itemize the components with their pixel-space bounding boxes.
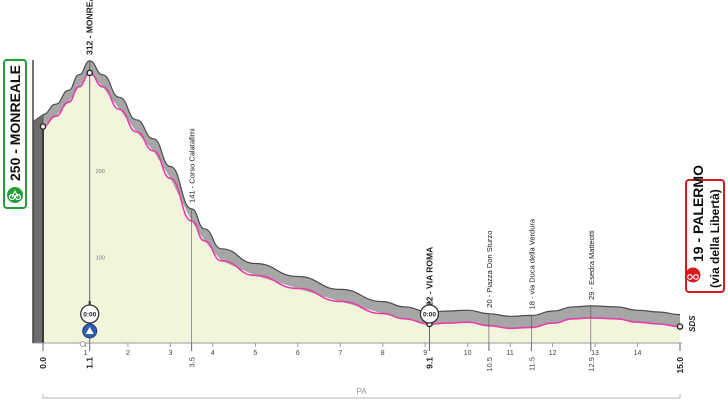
km-tick-label: 1 xyxy=(84,350,88,357)
elevation-profile xyxy=(32,60,681,344)
waypoint-label: 22 - VIA ROMA xyxy=(424,247,434,306)
finish-label-text: 19 - PALERMO xyxy=(690,165,706,262)
stopwatch-icon xyxy=(419,304,440,324)
km-tick-label: 5 xyxy=(253,350,257,357)
km-marker-label: 12.9 xyxy=(587,357,596,372)
start-bike-icon xyxy=(7,187,23,203)
elevation-tick-label: 100 xyxy=(96,255,105,261)
km-tick-label: 12 xyxy=(549,350,557,357)
stopwatch-icon xyxy=(428,301,431,305)
elevation-tick-label: 200 xyxy=(96,169,105,175)
km-marker-label: 10.5 xyxy=(485,357,494,372)
bike-wheel-icon xyxy=(693,274,699,280)
bonus-dot-icon xyxy=(79,341,86,347)
finish-label: 19 - PALERMO (via della Libertà) xyxy=(685,165,725,293)
km-tick-label: 3 xyxy=(168,350,172,357)
waypoint-label: 18 - via Duca della Verdura xyxy=(527,218,536,309)
bike-wheel-icon xyxy=(14,193,22,201)
road-band xyxy=(43,60,680,329)
start-wall xyxy=(32,113,44,344)
km-marker-label: 1.1 xyxy=(85,357,95,369)
km-marker-label: 0.0 xyxy=(38,357,48,369)
brand-logo-text: SDS xyxy=(688,315,697,332)
finish-label-box xyxy=(685,179,725,293)
km-marker-label: 3.5 xyxy=(188,357,197,367)
bike-wheel-icon xyxy=(8,193,16,201)
km-tick-label: 10 xyxy=(464,350,472,357)
finish-bike-icon xyxy=(685,267,701,283)
km-tick-label: 2 xyxy=(126,350,130,357)
intermediate-time-label: 0:00 xyxy=(423,312,436,319)
km-axis: 1 2 3 4 5 6 7 8 9 10 11 12 13 140.0 1.1 3.5 9.1 10.5 11.5 1… xyxy=(32,60,685,374)
bike-frame-icon xyxy=(11,189,19,198)
km-marker-label: 9.1 xyxy=(424,357,434,369)
waypoint-label: 29 - Esedra Matteotti xyxy=(587,230,596,300)
finish-sublabel-text: (via della Libertà) xyxy=(708,189,722,288)
area-label: PA xyxy=(356,387,367,396)
waypoint-label: 312 - MONREALE-CATTEDRALE xyxy=(85,0,95,55)
intermediate-time-badge: 0:00 xyxy=(419,301,440,324)
waypoint-label: 141 - Corso Calatafimi xyxy=(188,128,197,203)
area-bracket-line xyxy=(42,394,681,399)
bike-wheel-icon xyxy=(687,274,693,280)
intermediate-time-badge: 0:00 xyxy=(80,301,100,324)
km-marker-label: 11.5 xyxy=(527,357,536,371)
km-tick-label: 6 xyxy=(296,350,300,357)
km-tick-label: 8 xyxy=(381,350,385,357)
km-tick-label: 11 xyxy=(506,350,513,357)
area-bracket: PA xyxy=(42,387,681,399)
stopwatch-icon xyxy=(88,301,91,305)
profile-fill xyxy=(43,72,680,344)
finish-point-marker xyxy=(676,323,684,330)
road-edge-line xyxy=(42,60,681,317)
route-point-marker xyxy=(86,69,94,77)
climb-arrow-icon xyxy=(85,327,94,334)
km-tick-label: 14 xyxy=(634,350,642,357)
km-tick-label: 9 xyxy=(423,350,427,357)
start-label: 250 - MONREALE xyxy=(3,59,27,209)
intermediate-time-label: 0:00 xyxy=(83,312,96,319)
route-point-marker xyxy=(39,123,47,130)
start-wall-edge xyxy=(42,126,44,343)
start-label-box xyxy=(3,59,27,209)
km-marker-label: 15.0 xyxy=(675,357,685,374)
km-tick-label: 13 xyxy=(591,350,599,357)
route-line xyxy=(42,72,681,330)
start-label-text: 250 - MONREALE xyxy=(7,65,23,181)
waypoint-label: 20 - Piazza Don Sturzo xyxy=(485,231,494,308)
km-tick-label: 7 xyxy=(338,350,342,357)
stopwatch-icon xyxy=(80,304,100,324)
km-tick-label: 4 xyxy=(211,350,215,357)
